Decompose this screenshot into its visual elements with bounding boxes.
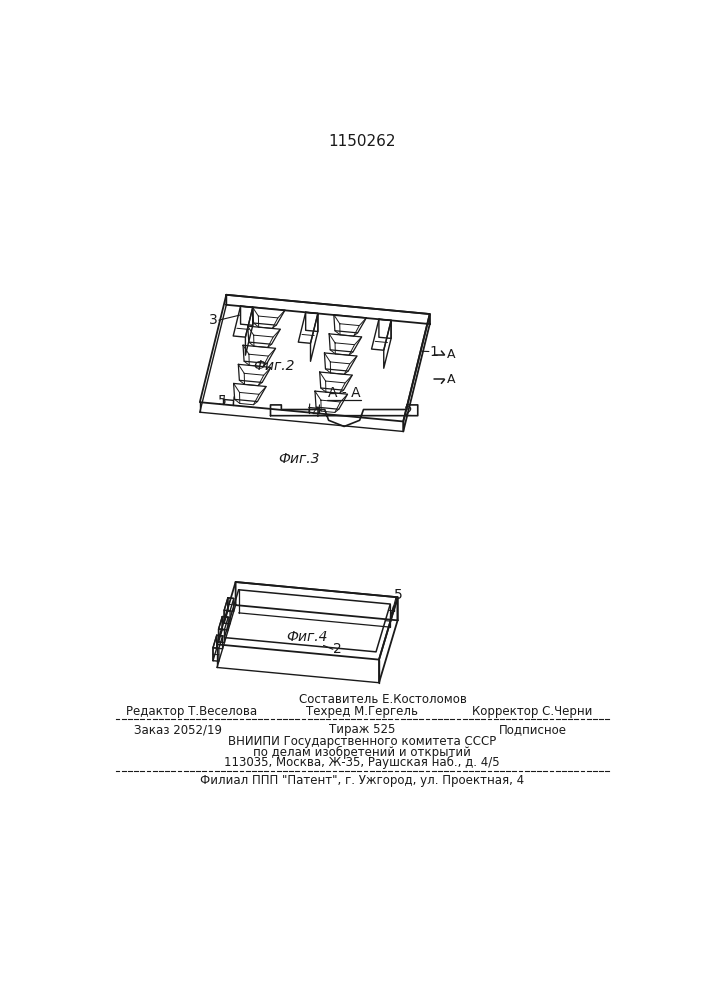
Text: Заказ 2052/19: Заказ 2052/19 bbox=[134, 723, 221, 736]
Text: ВНИИПИ Государственного комитета СССР: ВНИИПИ Государственного комитета СССР bbox=[228, 735, 496, 748]
Text: A: A bbox=[446, 373, 455, 386]
Text: 113035, Москва, Ж-35, Раушская наб., д. 4/5: 113035, Москва, Ж-35, Раушская наб., д. … bbox=[224, 756, 500, 769]
Text: Фиг.3: Фиг.3 bbox=[279, 452, 320, 466]
Text: Подписное: Подписное bbox=[498, 723, 566, 736]
Text: Фиг.4: Фиг.4 bbox=[286, 630, 327, 644]
Text: A - A: A - A bbox=[328, 386, 361, 400]
Text: Фиг.2: Фиг.2 bbox=[254, 359, 295, 373]
Text: 5: 5 bbox=[218, 394, 226, 408]
Text: 3: 3 bbox=[209, 313, 218, 327]
Text: 1150262: 1150262 bbox=[328, 134, 396, 149]
Text: 2: 2 bbox=[333, 642, 342, 656]
Text: Тираж 525: Тираж 525 bbox=[329, 723, 395, 736]
Text: Корректор С.Черни: Корректор С.Черни bbox=[472, 705, 592, 718]
Text: Редактор Т.Веселова: Редактор Т.Веселова bbox=[126, 705, 257, 718]
Text: 5: 5 bbox=[394, 588, 403, 602]
Text: по делам изобретений и открытий: по делам изобретений и открытий bbox=[253, 746, 471, 759]
Text: Филиал ППП "Патент", г. Ужгород, ул. Проектная, 4: Филиал ППП "Патент", г. Ужгород, ул. Про… bbox=[200, 774, 524, 787]
Text: Составитель Е.Костоломов: Составитель Е.Костоломов bbox=[299, 693, 467, 706]
Text: 1: 1 bbox=[429, 345, 438, 359]
Text: A: A bbox=[446, 348, 455, 361]
Text: 2: 2 bbox=[404, 405, 413, 419]
Text: Техред М.Гергель: Техред М.Гергель bbox=[306, 705, 418, 718]
Text: 4: 4 bbox=[311, 406, 320, 420]
